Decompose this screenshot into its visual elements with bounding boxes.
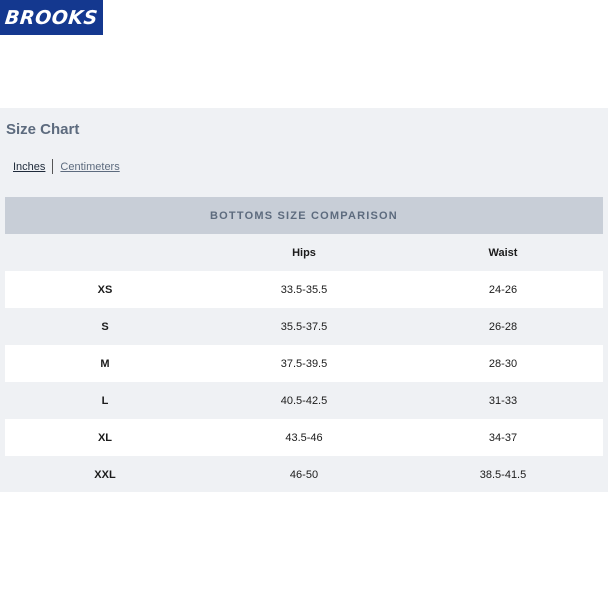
waist-cell: 24-26 <box>488 283 518 296</box>
size-cell: L <box>101 394 109 407</box>
table-row: XS 33.5-35.5 24-26 <box>5 271 603 308</box>
size-chart-panel: Size Chart Inches Centimeters BOTTOMS SI… <box>0 108 608 492</box>
table-row: M 37.5-39.5 28-30 <box>5 345 603 382</box>
table-row: XXL 46-50 38.5-41.5 <box>5 456 603 493</box>
waist-cell: 38.5-41.5 <box>479 468 527 481</box>
waist-cell: 34-37 <box>488 431 518 444</box>
centimeters-link[interactable]: Centimeters <box>60 160 120 173</box>
waist-cell: 31-33 <box>488 394 518 407</box>
size-cell: XS <box>97 283 113 296</box>
comparison-header: BOTTOMS SIZE COMPARISON <box>5 197 603 234</box>
brooks-logo[interactable]: BROOKS <box>0 0 103 35</box>
inches-link[interactable]: Inches <box>13 160 46 173</box>
size-table: Hips Waist XS 33.5-35.5 24-26 S 35.5-37.… <box>5 234 603 493</box>
size-cell: S <box>101 320 109 333</box>
header-hips: Hips <box>292 246 316 259</box>
size-cell: M <box>100 357 110 370</box>
table-row: XL 43.5-46 34-37 <box>5 419 603 456</box>
comparison-title: BOTTOMS SIZE COMPARISON <box>210 209 398 222</box>
header-waist: Waist <box>488 246 518 259</box>
hips-cell: 46-50 <box>289 468 319 481</box>
table-row: S 35.5-37.5 26-28 <box>5 308 603 345</box>
waist-cell: 26-28 <box>488 320 518 333</box>
table-row: L 40.5-42.5 31-33 <box>5 382 603 419</box>
hips-cell: 35.5-37.5 <box>280 320 328 333</box>
hips-cell: 40.5-42.5 <box>280 394 328 407</box>
size-cell: XXL <box>94 468 116 481</box>
logo-text: BROOKS <box>3 6 100 29</box>
hips-cell: 43.5-46 <box>285 431 323 444</box>
table-header-row: Hips Waist <box>5 234 603 271</box>
size-chart-title: Size Chart <box>6 121 80 138</box>
hips-cell: 37.5-39.5 <box>280 357 328 370</box>
unit-toggle: Inches Centimeters <box>13 159 120 174</box>
size-cell: XL <box>97 431 113 444</box>
hips-cell: 33.5-35.5 <box>280 283 328 296</box>
waist-cell: 28-30 <box>488 357 518 370</box>
unit-divider <box>52 159 54 174</box>
